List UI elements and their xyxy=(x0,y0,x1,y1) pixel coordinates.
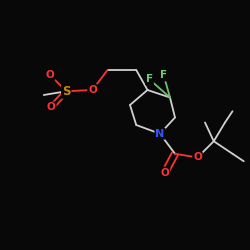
Text: F: F xyxy=(146,74,153,85)
Text: N: N xyxy=(156,129,164,139)
Text: O: O xyxy=(193,152,202,162)
Text: S: S xyxy=(62,85,70,98)
Text: O: O xyxy=(46,70,54,80)
Text: F: F xyxy=(160,70,167,81)
Text: O: O xyxy=(160,168,170,177)
Text: O: O xyxy=(88,85,97,95)
Text: O: O xyxy=(47,102,56,113)
